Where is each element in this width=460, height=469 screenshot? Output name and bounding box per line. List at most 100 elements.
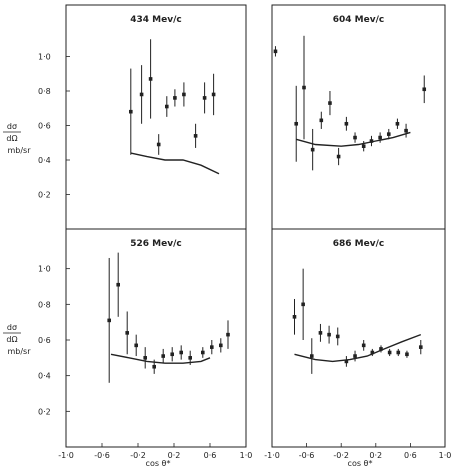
point-marker bbox=[182, 92, 186, 97]
point-marker bbox=[353, 354, 357, 358]
x-tick-label: 0·6 bbox=[404, 451, 417, 460]
data-point bbox=[344, 356, 349, 367]
x-tick-label: 0·2 bbox=[168, 451, 181, 460]
point-marker bbox=[173, 96, 177, 100]
data-point bbox=[193, 123, 198, 148]
point-marker bbox=[369, 139, 374, 143]
point-marker bbox=[386, 132, 391, 136]
x-tick-label: -0·6 bbox=[299, 451, 315, 460]
panel-title: 526 Mev/c bbox=[130, 239, 181, 249]
data-point bbox=[210, 340, 214, 355]
x-axis-label-right: cos θ* bbox=[348, 459, 373, 468]
data-point bbox=[396, 348, 401, 357]
point-marker bbox=[125, 331, 129, 335]
point-marker bbox=[395, 121, 400, 126]
point-marker bbox=[301, 302, 305, 307]
x-tick-label: -0·2 bbox=[333, 451, 349, 460]
panel-title: 604 Mev/c bbox=[333, 15, 384, 25]
y-tick-label: 0·2 bbox=[38, 191, 51, 200]
data-point bbox=[310, 128, 315, 171]
point-marker bbox=[361, 144, 366, 148]
panel-title: 686 Mev/c bbox=[333, 239, 384, 249]
point-marker bbox=[379, 347, 383, 351]
point-marker bbox=[226, 332, 230, 337]
x-tick-label: 0·2 bbox=[369, 451, 382, 460]
point-marker bbox=[309, 354, 314, 358]
point-marker bbox=[139, 92, 144, 97]
data-point bbox=[294, 85, 299, 162]
point-marker bbox=[210, 345, 214, 349]
data-point bbox=[165, 96, 169, 117]
y-tick-label: 0·4 bbox=[38, 372, 51, 381]
y-axis-label-lower: dσ dΩ mb/sr bbox=[3, 323, 31, 356]
data-point bbox=[134, 334, 138, 357]
y-label-denominator-lower: dΩ bbox=[6, 335, 17, 344]
data-point bbox=[379, 345, 383, 353]
x-tick-label: 1·0 bbox=[240, 451, 253, 460]
point-marker bbox=[294, 121, 299, 126]
y-label-numerator-lower: dσ bbox=[7, 323, 17, 332]
data-point bbox=[335, 327, 340, 346]
y-tick-label: 0·8 bbox=[38, 87, 51, 96]
point-marker bbox=[129, 109, 133, 114]
point-marker bbox=[335, 334, 340, 339]
data-point bbox=[378, 132, 382, 143]
data-point bbox=[170, 347, 174, 362]
data-point bbox=[188, 350, 192, 365]
data-point bbox=[395, 118, 400, 129]
data-point bbox=[161, 348, 165, 364]
data-point bbox=[226, 320, 230, 349]
data-point bbox=[202, 82, 207, 114]
data-point bbox=[353, 132, 357, 143]
point-marker bbox=[152, 364, 156, 369]
data-point bbox=[344, 116, 349, 131]
data-point bbox=[387, 348, 392, 357]
point-marker bbox=[404, 128, 408, 133]
x-tick-label: -0·2 bbox=[130, 451, 146, 460]
point-marker bbox=[418, 345, 423, 349]
x-tick-label: -1·0 bbox=[264, 451, 280, 460]
y-tick-label: 0·4 bbox=[38, 156, 51, 165]
theory-curve bbox=[296, 131, 411, 147]
panel-frame bbox=[65, 228, 247, 448]
data-point bbox=[107, 257, 111, 383]
data-point bbox=[143, 347, 147, 369]
panel-frame bbox=[271, 4, 446, 230]
point-marker bbox=[116, 282, 120, 287]
data-point bbox=[301, 268, 305, 340]
point-marker bbox=[310, 147, 315, 152]
y-label-denominator-upper: dΩ bbox=[6, 134, 17, 143]
point-marker bbox=[319, 118, 324, 123]
data-point bbox=[319, 111, 324, 129]
data-point bbox=[219, 338, 223, 353]
data-point bbox=[152, 359, 156, 374]
point-marker bbox=[170, 352, 174, 357]
x-axis-label-left: cos θ* bbox=[146, 459, 171, 468]
y-tick-label: 0·6 bbox=[38, 336, 51, 345]
data-point bbox=[173, 89, 177, 107]
point-marker bbox=[361, 343, 366, 348]
data-point bbox=[292, 298, 297, 335]
data-point bbox=[404, 123, 408, 138]
data-point bbox=[179, 345, 183, 360]
point-marker bbox=[327, 332, 331, 337]
point-marker bbox=[292, 315, 297, 319]
point-marker bbox=[422, 87, 427, 92]
data-point bbox=[386, 128, 391, 140]
data-point bbox=[328, 91, 332, 116]
point-marker bbox=[161, 354, 165, 358]
data-point bbox=[369, 135, 374, 147]
data-point bbox=[129, 68, 133, 155]
data-point bbox=[139, 65, 144, 124]
data-point bbox=[148, 39, 153, 119]
y-tick-label: 1·0 bbox=[38, 53, 51, 62]
point-marker bbox=[378, 135, 382, 140]
point-marker bbox=[318, 331, 323, 335]
point-marker bbox=[387, 350, 392, 355]
x-tick-label: -0·6 bbox=[94, 451, 110, 460]
data-point bbox=[361, 340, 366, 351]
panel-title: 434 Mev/c bbox=[130, 15, 181, 25]
data-point bbox=[182, 82, 186, 107]
y-label-unit-lower: mb/sr bbox=[7, 347, 31, 356]
